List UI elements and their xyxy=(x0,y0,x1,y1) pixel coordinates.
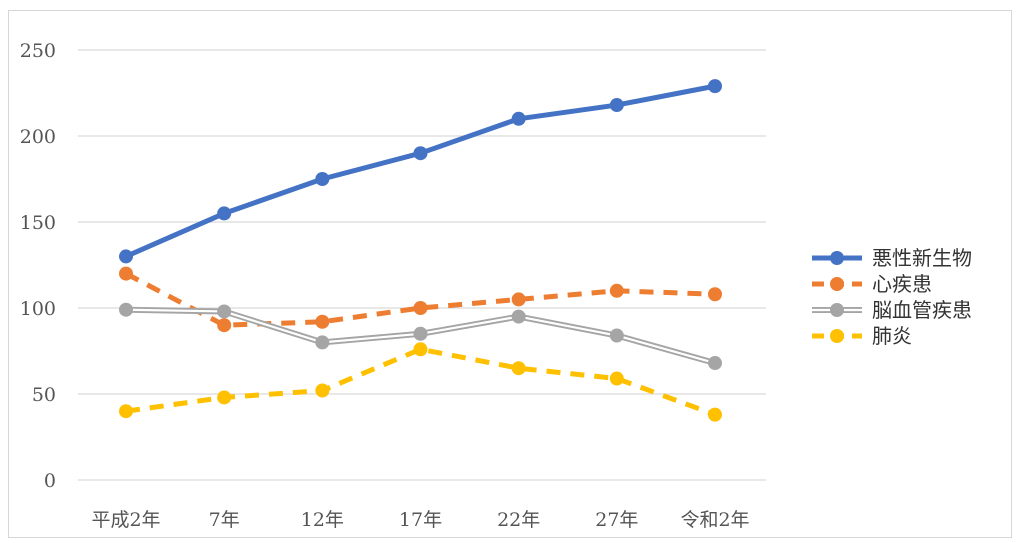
data-point xyxy=(315,172,330,186)
data-point xyxy=(413,146,428,161)
data-point xyxy=(511,309,526,324)
data-point xyxy=(217,206,232,221)
data-point xyxy=(511,361,526,376)
data-point xyxy=(217,304,232,319)
data-point xyxy=(413,326,428,341)
data-point xyxy=(511,111,526,126)
legend-label: 悪性新生物 xyxy=(872,246,972,270)
y-tick-label: 100 xyxy=(20,298,56,320)
data-point xyxy=(413,342,428,357)
x-tick-label: 27年 xyxy=(595,509,638,531)
x-tick-label: 7年 xyxy=(209,509,240,531)
data-point xyxy=(609,283,624,298)
x-tick-label: 12年 xyxy=(301,509,344,531)
data-point xyxy=(119,302,133,317)
data-point xyxy=(609,371,624,386)
y-tick-label: 200 xyxy=(20,126,56,148)
legend-swatch-marker xyxy=(830,277,844,291)
data-point xyxy=(315,335,330,350)
legend-label: 肺炎 xyxy=(872,324,912,348)
series-line xyxy=(125,346,716,417)
y-tick-label: 50 xyxy=(32,384,56,406)
data-point xyxy=(119,249,133,264)
data-point xyxy=(609,328,624,343)
data-point xyxy=(708,356,722,371)
legend-label: 脳血管疾患 xyxy=(872,298,972,322)
legend-swatch-marker xyxy=(830,303,844,317)
data-point xyxy=(708,79,722,94)
data-point xyxy=(315,383,330,398)
series-line xyxy=(123,83,718,259)
data-point xyxy=(119,266,133,281)
legend-label: 心疾患 xyxy=(872,272,932,296)
x-tick-label: 平成2年 xyxy=(91,509,160,531)
y-tick-label: 150 xyxy=(20,212,56,234)
data-point xyxy=(217,318,232,333)
data-point xyxy=(609,98,624,113)
data-point xyxy=(119,404,133,419)
data-point xyxy=(708,407,722,422)
series-line xyxy=(124,271,716,328)
data-point xyxy=(217,390,232,405)
y-tick-label: 250 xyxy=(20,40,56,62)
x-tick-label: 17年 xyxy=(399,509,442,531)
legend-swatch-marker xyxy=(830,251,844,265)
y-tick-label: 0 xyxy=(44,470,56,492)
data-point xyxy=(708,287,722,302)
x-tick-label: 22年 xyxy=(497,509,540,531)
legend-swatch-marker xyxy=(830,329,844,343)
data-point xyxy=(413,301,428,315)
data-point xyxy=(315,314,330,329)
chart-frame xyxy=(8,10,1012,538)
data-point xyxy=(511,292,526,307)
x-tick-label: 令和2年 xyxy=(680,509,749,531)
